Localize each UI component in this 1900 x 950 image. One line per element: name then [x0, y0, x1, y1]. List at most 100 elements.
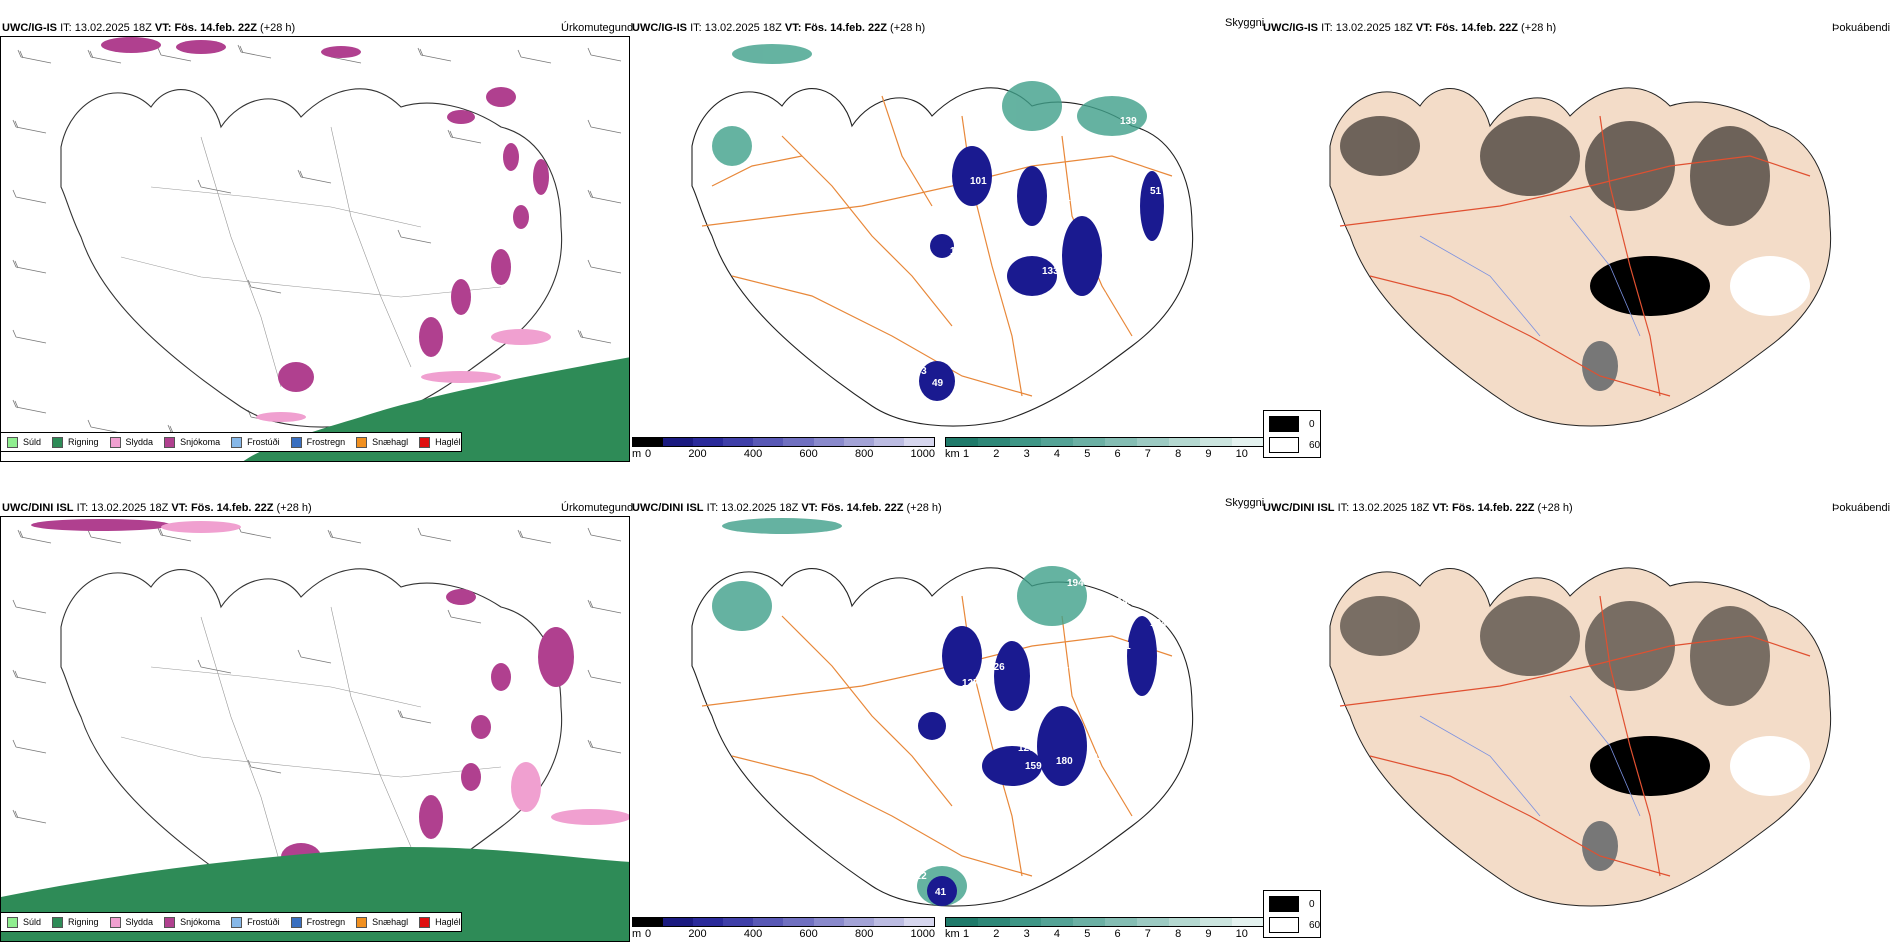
fog-legend-swatch [1269, 416, 1299, 432]
station-value: 130 [1060, 791, 1077, 802]
visibility-label: Skyggni [1225, 17, 1265, 29]
row-2: UWC/DINI ISL IT: 13.02.2025 18Z VT: Fös.… [0, 480, 1900, 950]
ceiling-ticks: 0 200 400 600 800 1000 [645, 448, 935, 460]
legend-item: Haglél [419, 436, 461, 448]
station-value: 63 [1114, 730, 1126, 741]
visibility-ticks: 1 2 3 4 5 6 7 8 9 10 [963, 928, 1248, 940]
station-value: 127 [962, 678, 979, 689]
colorbar-segment [977, 918, 1010, 926]
rivers [1419, 215, 1641, 337]
precip-type-label: Úrkomutegund [561, 502, 634, 514]
legend-item: Snjókoma [164, 436, 220, 448]
colorbar-segment [1041, 438, 1074, 446]
legend-swatch [164, 916, 176, 928]
fog-map [1329, 567, 1832, 907]
colorbar-segment [1009, 438, 1042, 446]
station-value: 190 [1057, 296, 1074, 307]
precip-legend: Súld Rigning Slydda Snjókoma Frostúði Fr… [0, 432, 462, 452]
colorbar-segment [903, 918, 934, 926]
legend-item: Súld [7, 916, 41, 928]
visibility-label: Skyggni [1225, 497, 1265, 509]
visibility-unit: km [945, 448, 960, 460]
ceiling-ticks: 0 200 400 600 800 1000 [645, 928, 935, 940]
legend-swatch [164, 436, 176, 448]
snow-areas [31, 519, 574, 871]
colorbar-segment [663, 438, 694, 446]
colorbar-segment [633, 438, 664, 446]
colorbar-segment [783, 918, 814, 926]
legend-swatch [7, 436, 18, 448]
row-1: UWC/IG-IS IT: 13.02.2025 18Z VT: Fös. 14… [0, 0, 1900, 470]
colorbar-segment [1136, 918, 1169, 926]
visibility-unit: km [945, 928, 960, 940]
station-value: 92 [1142, 246, 1154, 257]
fog-legend-swatch [1269, 437, 1299, 453]
station-value: 41 [935, 887, 947, 898]
colorbar-segment [1200, 918, 1233, 926]
station-value: 140 [1094, 643, 1111, 654]
legend-item: Haglél [419, 916, 461, 928]
fog-shading [1340, 596, 1770, 706]
station-value: 116 [1060, 193, 1077, 204]
precip-map-svg [1, 519, 629, 941]
fog-legend: 0 60 [1263, 410, 1321, 458]
station-value: 194 [1067, 578, 1084, 589]
station-labels: 194 135 195 142 104 98 140 131 91 96 99 … [910, 578, 1174, 898]
station-value: 180 [1056, 756, 1073, 767]
model-name: UWC/IG-IS [2, 22, 57, 34]
station-value: 101 [970, 176, 987, 187]
colorbar-segment [946, 918, 978, 926]
ceiling-unit: m [632, 928, 642, 940]
legend-swatch [356, 916, 368, 928]
fog-dense [1590, 736, 1710, 796]
precip-type-map [0, 36, 630, 462]
legend-item: Snæhagl [356, 916, 408, 928]
legend-swatch [7, 916, 18, 928]
fog-roads [1339, 115, 1811, 397]
rivers [1419, 695, 1641, 817]
legend-item: Slydda [109, 916, 153, 928]
legend-swatch [419, 916, 431, 928]
colorbar-segment [753, 918, 784, 926]
panel-title-row2: UWC/DINI ISL IT: 13.02.2025 18Z VT: Fös.… [2, 502, 312, 514]
legend-swatch [231, 916, 243, 928]
legend-item: Snjókoma [164, 916, 220, 928]
station-value: 96 [1040, 676, 1052, 687]
station-value: 103 [910, 366, 927, 377]
station-value: 122 [910, 871, 927, 882]
visibility-colorbar [945, 917, 1265, 927]
iceland-coast [60, 568, 563, 908]
station-value: 118 [1090, 291, 1107, 302]
precip-map-svg [12, 37, 629, 461]
station-value: 51 [1150, 186, 1162, 197]
colorbar-segment [1104, 438, 1137, 446]
colorbar-segment [1200, 438, 1233, 446]
legend-item: Súld [7, 436, 41, 448]
colorbar-segment [1009, 918, 1042, 926]
legend-item: Snæhagl [356, 436, 408, 448]
station-value: 107 [1052, 666, 1069, 677]
colorbar-segment [633, 918, 664, 926]
colorbar-segment [873, 918, 904, 926]
station-value: 93 [1092, 752, 1104, 763]
station-value: 99 [1027, 693, 1039, 704]
colorbar-segment [723, 438, 754, 446]
legend-item: Frostúði [231, 436, 280, 448]
colorbar-segment [977, 438, 1010, 446]
low-ceiling-areas [918, 616, 1157, 906]
colorbar-segment [753, 438, 784, 446]
fog-label: Þokuábendi [1832, 502, 1891, 514]
visibility-colorbar [945, 437, 1265, 447]
legend-item: Frostúði [231, 916, 280, 928]
station-value: 164 [1050, 178, 1067, 189]
legend-swatch [109, 916, 121, 928]
ceiling-unit: m [632, 448, 642, 460]
legend-swatch [52, 436, 64, 448]
station-value: 125 [1018, 743, 1035, 754]
wind-barbs [12, 524, 622, 824]
station-value: 131 [1114, 641, 1131, 652]
fog-legend-swatch [1269, 917, 1299, 933]
colorbar-segment [843, 918, 874, 926]
station-value: 138 [950, 246, 967, 257]
station-value: 98 [1162, 638, 1174, 649]
